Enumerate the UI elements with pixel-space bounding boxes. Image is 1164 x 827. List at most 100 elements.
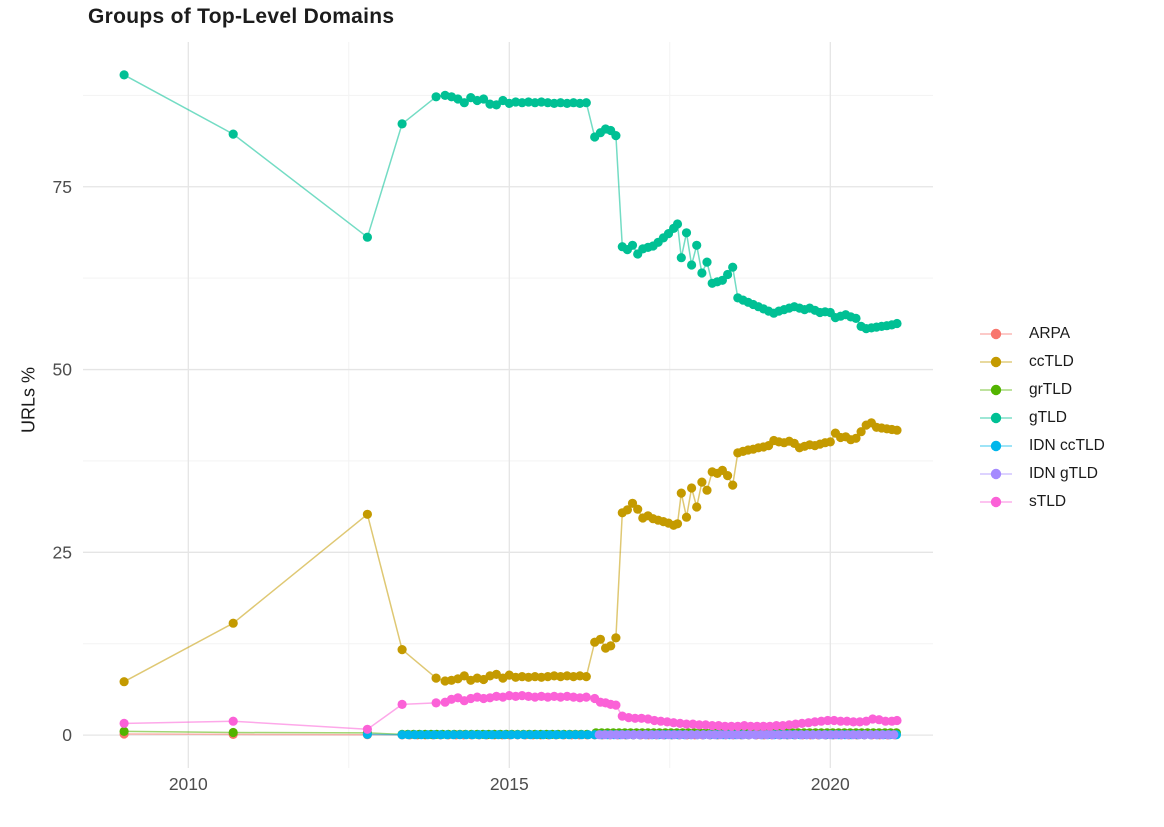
data-point bbox=[479, 94, 489, 104]
data-point bbox=[723, 269, 733, 280]
legend-key-icon bbox=[980, 468, 1012, 480]
data-point bbox=[119, 677, 129, 687]
data-point bbox=[397, 119, 407, 129]
legend-key-icon bbox=[980, 328, 1012, 340]
data-point bbox=[825, 437, 835, 447]
data-point bbox=[687, 260, 697, 270]
data-point bbox=[570, 730, 581, 740]
data-point bbox=[459, 671, 469, 681]
data-point bbox=[611, 131, 621, 141]
data-point bbox=[581, 672, 591, 682]
data-point bbox=[630, 713, 640, 723]
data-point bbox=[595, 634, 606, 644]
data-point bbox=[758, 721, 769, 731]
chart-title: Groups of Top-Level Domains bbox=[88, 5, 395, 28]
data-point bbox=[436, 730, 446, 740]
data-point bbox=[545, 730, 555, 740]
data-point bbox=[892, 715, 902, 726]
data-point bbox=[429, 730, 439, 740]
data-point bbox=[726, 721, 737, 731]
legend-key-icon bbox=[980, 412, 1012, 424]
data-point bbox=[500, 730, 510, 740]
data-point bbox=[459, 98, 469, 108]
data-point bbox=[848, 717, 859, 727]
data-point bbox=[228, 727, 238, 738]
data-point bbox=[892, 318, 902, 329]
data-point bbox=[728, 480, 738, 490]
legend-key-icon bbox=[980, 440, 1012, 452]
data-point bbox=[627, 498, 638, 508]
data-point bbox=[627, 240, 638, 250]
data-point bbox=[431, 673, 441, 683]
y-tick-label: 50 bbox=[53, 360, 73, 380]
series-points-idn-gtld bbox=[594, 730, 899, 740]
x-tick-label: 2015 bbox=[490, 774, 529, 794]
data-point bbox=[606, 641, 616, 651]
data-point bbox=[676, 253, 686, 263]
data-point bbox=[397, 645, 407, 655]
data-point bbox=[889, 730, 899, 740]
data-point bbox=[622, 505, 633, 515]
data-point bbox=[431, 698, 441, 708]
legend-item-grtld: grTLD bbox=[979, 376, 1105, 404]
data-point bbox=[633, 504, 643, 514]
data-point bbox=[694, 720, 704, 730]
data-point bbox=[119, 718, 129, 729]
y-tick-label: 0 bbox=[62, 725, 72, 745]
data-point bbox=[228, 129, 238, 139]
data-point bbox=[403, 730, 414, 740]
data-point bbox=[581, 98, 591, 108]
data-point bbox=[362, 724, 372, 734]
data-point bbox=[564, 730, 574, 740]
data-point bbox=[851, 433, 861, 443]
data-point bbox=[228, 716, 238, 726]
data-point bbox=[692, 240, 702, 250]
series-points-stld bbox=[119, 691, 902, 734]
data-point bbox=[723, 471, 733, 481]
data-point bbox=[362, 509, 372, 519]
data-point bbox=[493, 730, 503, 740]
y-axis-title: URLs % bbox=[18, 366, 39, 434]
data-point bbox=[687, 483, 697, 493]
data-point bbox=[752, 721, 762, 731]
data-point bbox=[583, 730, 593, 740]
series-line-gtld bbox=[123, 74, 898, 330]
data-point bbox=[474, 730, 484, 740]
legend-key-icon bbox=[980, 496, 1012, 508]
data-point bbox=[697, 477, 707, 487]
data-point bbox=[728, 262, 738, 272]
data-point bbox=[519, 730, 529, 740]
data-point bbox=[525, 730, 536, 740]
data-point bbox=[611, 633, 621, 643]
data-point bbox=[410, 730, 420, 740]
data-point bbox=[455, 730, 465, 740]
data-point bbox=[581, 692, 591, 702]
data-point bbox=[431, 92, 441, 102]
data-point bbox=[836, 716, 846, 726]
data-point bbox=[532, 730, 542, 740]
data-point bbox=[461, 730, 471, 740]
data-point bbox=[692, 502, 702, 512]
data-point bbox=[513, 730, 523, 740]
data-point bbox=[506, 730, 516, 740]
data-point bbox=[676, 488, 686, 498]
data-point bbox=[397, 699, 407, 710]
data-point bbox=[468, 730, 478, 740]
data-point bbox=[681, 512, 692, 522]
data-point bbox=[707, 721, 717, 731]
y-tick-label: 75 bbox=[53, 177, 72, 197]
data-point bbox=[442, 730, 452, 740]
data-point bbox=[746, 721, 756, 731]
data-point bbox=[577, 730, 587, 740]
data-point bbox=[697, 268, 707, 278]
data-point bbox=[856, 427, 866, 437]
data-point bbox=[423, 730, 433, 740]
legend-label: grTLD bbox=[1029, 381, 1073, 398]
data-point bbox=[672, 219, 683, 229]
series-points-gtld bbox=[119, 70, 902, 334]
data-point bbox=[487, 730, 497, 740]
data-point bbox=[681, 719, 692, 729]
data-point bbox=[771, 721, 782, 731]
